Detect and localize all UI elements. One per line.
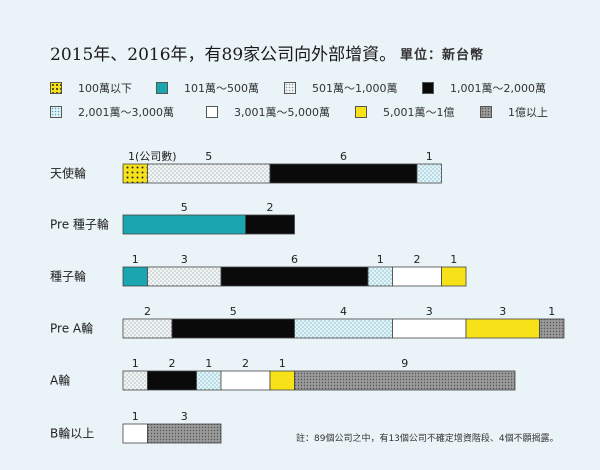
bar-segment <box>171 318 295 339</box>
bar-segment <box>539 318 565 339</box>
legend-item: 100萬以下 <box>50 80 132 96</box>
bar-segment <box>147 266 222 287</box>
legend-swatch <box>50 82 62 94</box>
data-label: 1 <box>205 357 212 370</box>
data-label: 1 <box>279 357 286 370</box>
legend-label: 1,001萬～2,000萬 <box>450 82 546 95</box>
data-label: 1(公司數) <box>128 150 177 163</box>
legend-swatch <box>480 106 492 118</box>
bar-segment <box>220 370 271 391</box>
legend-swatch <box>284 82 296 94</box>
bar-segment <box>465 318 540 339</box>
legend-item: 5,001萬～1億 <box>355 104 455 120</box>
data-label: 2 <box>267 201 274 214</box>
data-label: 1 <box>450 253 457 266</box>
bar-segment <box>196 370 222 391</box>
bar-segment <box>245 214 295 235</box>
bar-segment <box>441 266 467 287</box>
legend-item: 1,001萬～2,000萬 <box>422 80 546 96</box>
data-label: 2 <box>242 357 249 370</box>
legend-label: 3,001萬～5,000萬 <box>234 106 330 119</box>
bar-segment <box>392 318 467 339</box>
bar-segment <box>147 423 222 444</box>
data-label: 2 <box>414 253 421 266</box>
data-label: 1 <box>132 410 139 423</box>
legend-swatch <box>50 106 62 118</box>
bar-segment <box>269 163 418 184</box>
data-label: 1 <box>132 253 139 266</box>
data-label: 9 <box>401 357 408 370</box>
legend-swatch <box>355 106 367 118</box>
chart-title-row: 2015年、2016年，有89家公司向外部增資。 <box>50 40 396 65</box>
bar-segment <box>122 318 173 339</box>
bar-segment <box>122 370 148 391</box>
bar-segment <box>269 370 295 391</box>
legend-item: 2,001萬～3,000萬 <box>50 104 174 120</box>
bar-segment <box>122 266 148 287</box>
bar-segment <box>294 318 393 339</box>
legend-swatch <box>156 82 168 94</box>
bar-segment <box>416 163 442 184</box>
bar-segment <box>294 370 516 391</box>
data-label: 5 <box>205 150 212 163</box>
data-label: 3 <box>426 305 433 318</box>
legend-label: 100萬以下 <box>78 82 132 95</box>
data-label: 3 <box>181 253 188 266</box>
legend-item: 1億以上 <box>480 104 548 120</box>
bar-segment <box>122 214 246 235</box>
category-label: 種子輪 <box>50 269 86 284</box>
bar-segment <box>147 370 197 391</box>
category-label: B輪以上 <box>50 426 94 441</box>
legend-item: 501萬～1,000萬 <box>284 80 398 96</box>
bar-segment <box>122 423 148 444</box>
unit-label: 單位：新台幣 <box>400 48 485 63</box>
legend-swatch <box>206 106 218 118</box>
data-label: 1 <box>132 357 139 370</box>
category-label: Pre 種子輪 <box>50 217 109 232</box>
legend-item: 3,001萬～5,000萬 <box>206 104 330 120</box>
footnote: 註：89個公司之中，有13個公司不確定增資階段、4個不願揭露。 <box>296 434 559 444</box>
data-label: 5 <box>181 201 188 214</box>
legend-label: 5,001萬～1億 <box>383 106 455 119</box>
legend-item: 101萬～500萬 <box>156 80 259 96</box>
bar-segment <box>392 266 442 287</box>
data-label: 1 <box>548 305 555 318</box>
data-label: 6 <box>291 253 298 266</box>
category-label: Pre A輪 <box>50 321 93 336</box>
legend-swatch <box>422 82 434 94</box>
legend-label: 1億以上 <box>508 106 548 119</box>
legend-label: 2,001萬～3,000萬 <box>78 106 174 119</box>
data-label: 6 <box>340 150 347 163</box>
data-label: 5 <box>230 305 237 318</box>
category-label: 天使輪 <box>50 166 86 181</box>
legend-label: 101萬～500萬 <box>184 82 259 95</box>
bar-segment <box>220 266 369 287</box>
legend-label: 501萬～1,000萬 <box>312 82 398 95</box>
chart-title: 2015年、2016年，有89家公司向外部增資。 <box>50 45 397 65</box>
data-label: 1 <box>377 253 384 266</box>
data-label: 4 <box>340 305 347 318</box>
bar-segment <box>122 163 148 184</box>
bar-segment <box>367 266 393 287</box>
category-label: A輪 <box>50 373 70 388</box>
bar-segment <box>147 163 271 184</box>
data-label: 1 <box>426 150 433 163</box>
data-label: 2 <box>169 357 176 370</box>
data-label: 2 <box>144 305 151 318</box>
data-label: 3 <box>499 305 506 318</box>
data-label: 3 <box>181 410 188 423</box>
